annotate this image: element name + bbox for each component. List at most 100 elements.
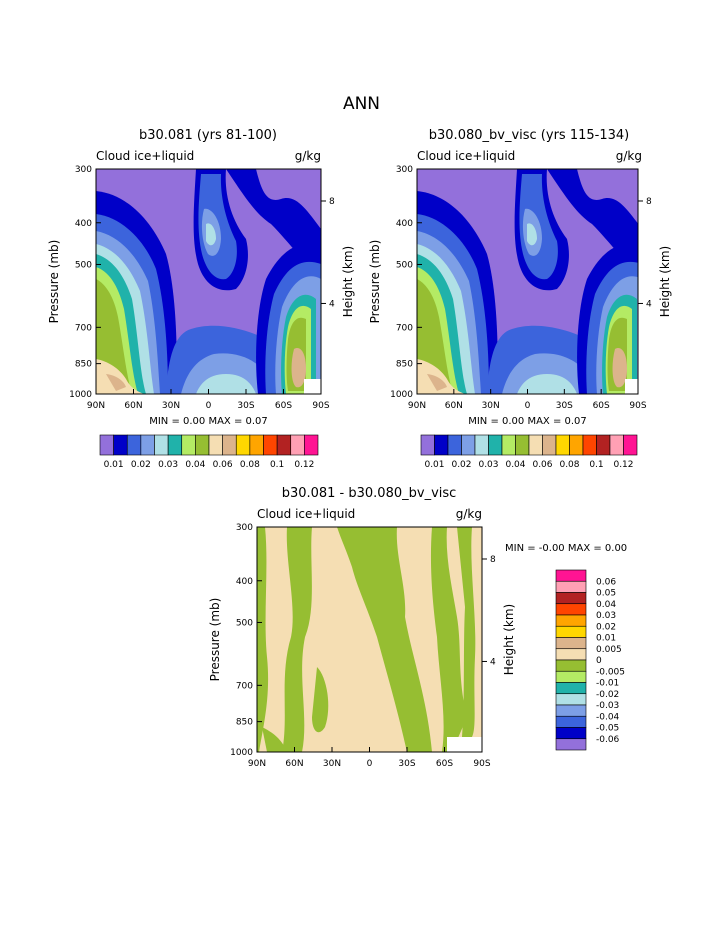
y-tick-label: 700 xyxy=(75,323,92,333)
colorbar-swatch xyxy=(555,625,587,638)
colorbar-swatch xyxy=(474,434,489,456)
x-tick-label: 30S xyxy=(398,759,415,769)
height-tick-label: 8 xyxy=(646,197,652,207)
difference-panel: b30.081 - b30.080_bv_visc Cloud ice+liqu… xyxy=(256,486,483,753)
y-tick-label: 400 xyxy=(75,219,92,229)
colorbar-label: 0.08 xyxy=(240,460,260,470)
height-tick-label: 4 xyxy=(329,299,335,309)
colorbar-swatch xyxy=(276,434,292,456)
height-tick-label: 8 xyxy=(490,555,496,565)
colorbar-swatch xyxy=(569,434,584,456)
panel3-title: b30.081 - b30.080_bv_visc xyxy=(282,486,457,501)
x-tick-label: 90N xyxy=(408,401,426,411)
colorbar-swatch xyxy=(222,434,237,456)
y-tick-label: 700 xyxy=(236,681,253,691)
colorbar-swatch xyxy=(113,434,128,456)
y-tick-label: 500 xyxy=(236,618,253,628)
colorbar-swatch xyxy=(555,704,587,717)
colorbar-label: 0.06 xyxy=(532,460,552,470)
colorbar-swatch xyxy=(208,434,223,456)
colorbar-swatch xyxy=(542,434,557,456)
y-axis-label: Pressure (mb) xyxy=(47,240,61,324)
panel2-subtitle-right: g/kg xyxy=(616,149,642,163)
colorbar-swatch xyxy=(555,614,587,627)
colorbar-label: 0.04 xyxy=(185,460,205,470)
colorbar-label: 0.03 xyxy=(478,460,498,470)
colorbar-swatch xyxy=(195,434,210,456)
colorbar-label: 0.12 xyxy=(613,460,633,470)
colorbar-swatch xyxy=(304,434,319,456)
colorbar-swatch xyxy=(623,434,638,456)
colorbar-label: 0.08 xyxy=(559,460,579,470)
colorbar-label: 0.04 xyxy=(596,600,616,610)
colorbar-swatch xyxy=(126,434,142,456)
y-tick-label: 400 xyxy=(396,219,413,229)
panel2-subtitle-left: Cloud ice+liquid xyxy=(417,149,515,163)
colorbar-label: -0.01 xyxy=(596,679,619,689)
colorbar-label: 0.005 xyxy=(596,645,622,655)
colorbar-swatch xyxy=(140,434,155,456)
panel3-subtitle-right: g/kg xyxy=(456,507,482,521)
colorbar-label: 0.06 xyxy=(596,577,616,587)
y-axis-label: Pressure (mb) xyxy=(208,598,222,682)
colorbar-swatch xyxy=(555,569,587,582)
x-tick-label: 60S xyxy=(275,401,292,411)
colorbar-swatch xyxy=(461,434,476,456)
x-tick-label: 90S xyxy=(473,759,490,769)
colorbar-swatch xyxy=(582,434,597,456)
y-tick-label: 700 xyxy=(396,323,413,333)
colorbar-label: 0.06 xyxy=(213,460,233,470)
colorbar-swatch xyxy=(555,670,587,683)
panel1-plot-area xyxy=(96,169,321,394)
colorbar-label: 0.1 xyxy=(589,460,603,470)
y-tick-label: 850 xyxy=(396,360,413,370)
colorbar-swatch xyxy=(181,434,196,456)
upper-left-panel: b30.081 (yrs 81-100) Cloud ice+liquid g/… xyxy=(95,128,322,395)
y-tick-label: 300 xyxy=(396,165,413,175)
colorbar-swatch xyxy=(555,434,570,456)
y-tick-label: 1000 xyxy=(230,748,253,758)
colorbar-label: -0.05 xyxy=(596,724,619,734)
y-tick-label: 1000 xyxy=(69,390,92,400)
colorbar-swatch xyxy=(434,434,449,456)
height-tick-label: 4 xyxy=(646,299,652,309)
colorbar-swatch xyxy=(555,592,587,605)
upper-right-panel: b30.080_bv_visc (yrs 115-134) Cloud ice+… xyxy=(416,128,642,395)
y-tick-label: 500 xyxy=(75,260,92,270)
colorbar-swatch xyxy=(528,434,543,456)
x-tick-label: 60S xyxy=(593,401,610,411)
colorbar-swatch xyxy=(555,715,587,728)
colorbar-label: 0.01 xyxy=(596,634,616,644)
x-tick-label: 90N xyxy=(248,759,266,769)
y-axis-label: Pressure (mb) xyxy=(368,240,382,324)
y-tick-label: 300 xyxy=(236,523,253,533)
x-tick-label: 90S xyxy=(312,401,329,411)
colorbar-label: 0 xyxy=(596,656,602,666)
colorbar-swatch xyxy=(555,659,587,672)
colorbar-swatch xyxy=(154,434,169,456)
colorbar-swatch xyxy=(609,434,624,456)
colorbar-label: 0.02 xyxy=(596,622,616,632)
colorbar-label: -0.02 xyxy=(596,690,619,700)
x-tick-label: 30N xyxy=(323,759,341,769)
x-tick-label: 30N xyxy=(482,401,500,411)
panel1-title: b30.081 (yrs 81-100) xyxy=(139,128,277,143)
panel3-plot-area xyxy=(257,527,482,752)
x-tick-label: 90S xyxy=(629,401,646,411)
colorbar-label: 0.01 xyxy=(424,460,444,470)
x-tick-label: 30S xyxy=(237,401,254,411)
colorbar-swatch xyxy=(555,603,587,616)
height-tick-label: 8 xyxy=(329,197,335,207)
colorbar-swatch xyxy=(290,434,305,456)
x-tick-label: 0 xyxy=(525,401,531,411)
x-tick-label: 60N xyxy=(445,401,463,411)
colorbar-label: 0.05 xyxy=(596,589,616,599)
x-tick-label: 30S xyxy=(556,401,573,411)
x-tick-label: 60N xyxy=(285,759,303,769)
colorbar-label: 0.03 xyxy=(158,460,178,470)
y-tick-label: 1000 xyxy=(390,390,413,400)
min-max-readout: MIN = -0.00 MAX = 0.00 xyxy=(505,543,627,554)
colorbar-swatch xyxy=(596,434,611,456)
colorbar-label: -0.04 xyxy=(596,712,620,722)
